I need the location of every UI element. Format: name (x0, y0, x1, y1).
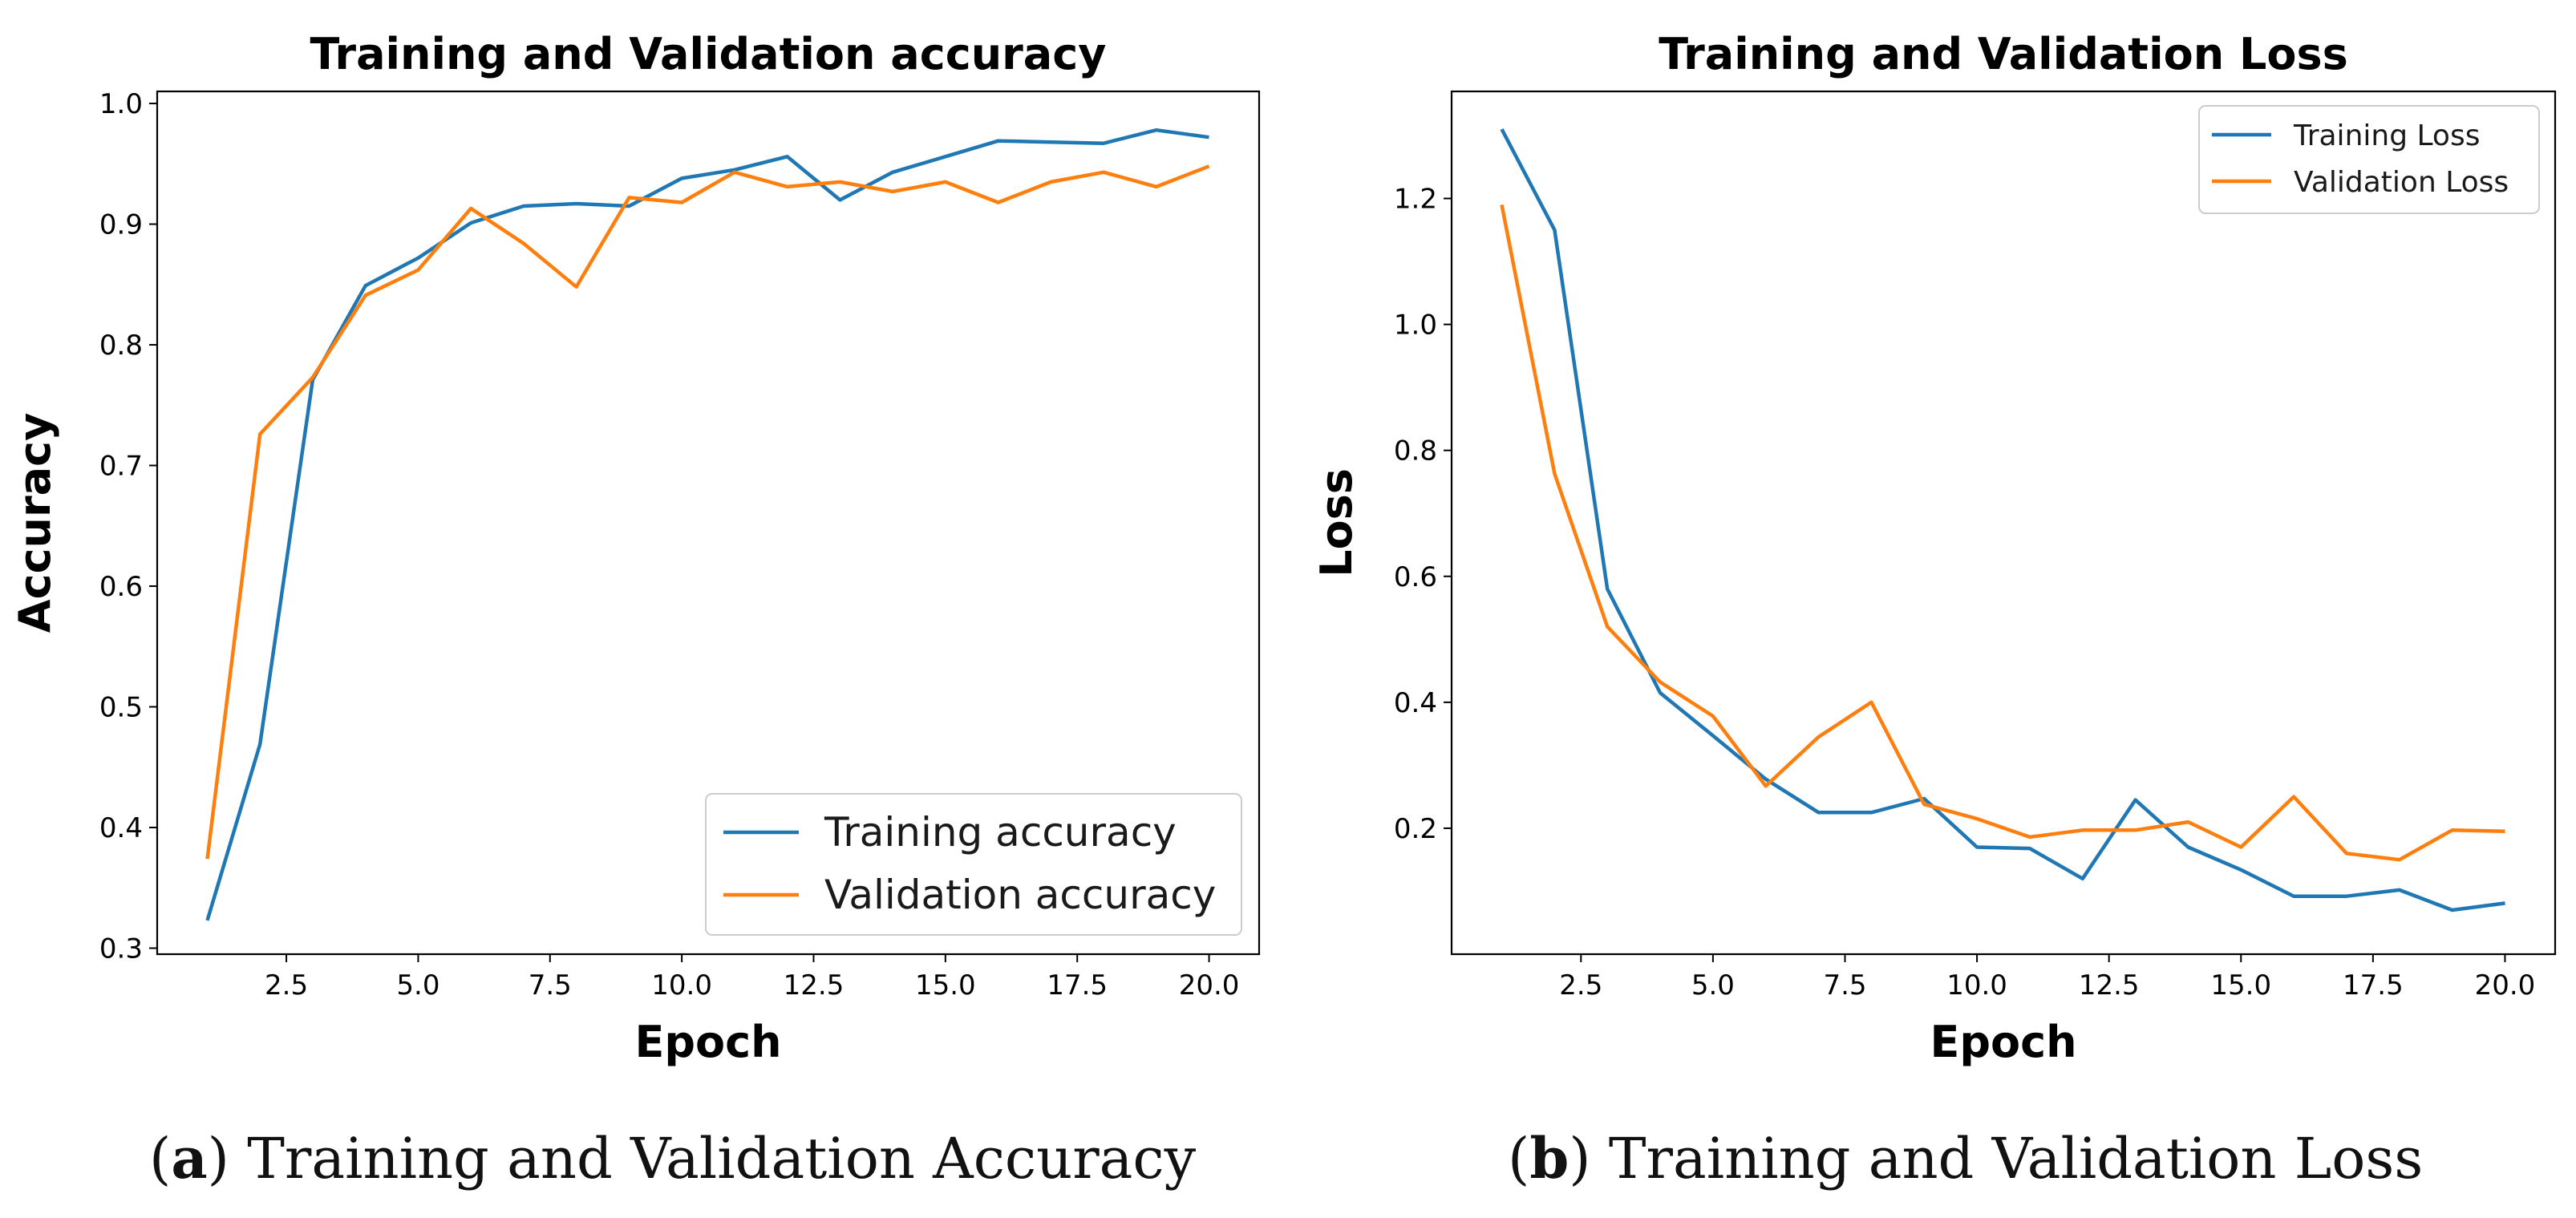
series-line-1 (205, 164, 1210, 860)
caption-b: (b) Training and Validation Loss (1508, 1125, 2424, 1192)
chart-title: Training and Validation accuracy (310, 29, 1107, 79)
x-tick-label: 15.0 (915, 969, 976, 1002)
charts-canvas: Training and Validation accuracy 2.5 5.0 7.… (10, 29, 2557, 1067)
legend: Training accuracy Validation accuracy (705, 793, 1242, 936)
legend-label-1: Validation accuracy (824, 872, 1216, 918)
caption-a-label: a (171, 1125, 208, 1192)
x-tick-label: 7.5 (1823, 969, 1866, 1002)
legend-label-1: Validation Loss (2294, 166, 2509, 199)
y-axis-label: Accuracy (10, 413, 60, 633)
y-tick-label: 0.5 (99, 691, 143, 723)
y-tick-label: 1.0 (99, 88, 143, 120)
legend-box (705, 793, 1242, 936)
caption-b-label: b (1529, 1125, 1569, 1192)
chart-title: Training and Validation Loss (1659, 29, 2348, 79)
y-tick-label: 0.7 (99, 451, 143, 483)
caption-b-text: Training and Validation Loss (1608, 1126, 2424, 1192)
x-axis-label: Epoch (634, 1017, 781, 1067)
y-tick-label: 0.4 (99, 812, 143, 844)
legend-label-0: Training accuracy (824, 809, 1177, 856)
y-axis-label: Loss (1311, 468, 1362, 577)
x-tick-label: 7.5 (529, 969, 572, 1002)
y-tick-label: 0.4 (1394, 687, 1437, 719)
x-tick-label: 17.5 (2343, 969, 2404, 1002)
x-tick-label: 10.0 (651, 969, 712, 1002)
y-tick-label: 0.3 (99, 933, 143, 965)
x-axis-label: Epoch (1930, 1017, 2076, 1067)
y-tick-label: 1.2 (1394, 184, 1437, 216)
x-tick-label: 5.0 (1691, 969, 1735, 1002)
chart-1: Training and Validation Loss 2.5 5.0 7.5 10.… (1311, 29, 2557, 1067)
plot-frame (156, 90, 1261, 956)
x-tick-label: 20.0 (2475, 969, 2536, 1002)
series-line-0 (1500, 128, 2505, 912)
x-tick-label: 2.5 (265, 969, 308, 1002)
caption-a: (a) Training and Validation Accuracy (149, 1125, 1197, 1192)
x-tick-label: 17.5 (1047, 969, 1108, 1002)
x-tick-label: 12.5 (2079, 969, 2140, 1002)
series-line-1 (1500, 204, 2505, 862)
y-tick-label: 1.0 (1394, 310, 1437, 342)
x-tick-label: 10.0 (1946, 969, 2007, 1002)
y-tick-label: 0.8 (99, 330, 143, 362)
x-tick-label: 5.0 (396, 969, 439, 1002)
y-tick-label: 0.6 (1394, 561, 1437, 593)
legend-box (2198, 105, 2540, 214)
chart-0: Training and Validation accuracy 2.5 5.0 7.… (10, 29, 1261, 1067)
y-tick-label: 0.9 (99, 209, 143, 241)
x-tick-label: 20.0 (1179, 969, 1240, 1002)
legend-label-0: Training Loss (2293, 119, 2480, 152)
series-line-0 (205, 127, 1209, 921)
x-tick-label: 2.5 (1559, 969, 1602, 1002)
x-tick-label: 12.5 (784, 969, 844, 1002)
y-tick-label: 0.6 (99, 571, 143, 603)
legend: Training Loss Validation Loss (2198, 105, 2540, 214)
y-tick-label: 0.8 (1394, 435, 1437, 467)
x-tick-label: 15.0 (2210, 969, 2271, 1002)
caption-a-text: Training and Validation Accuracy (247, 1126, 1197, 1192)
plot-frame (1450, 90, 2557, 956)
y-tick-label: 0.2 (1394, 813, 1437, 845)
